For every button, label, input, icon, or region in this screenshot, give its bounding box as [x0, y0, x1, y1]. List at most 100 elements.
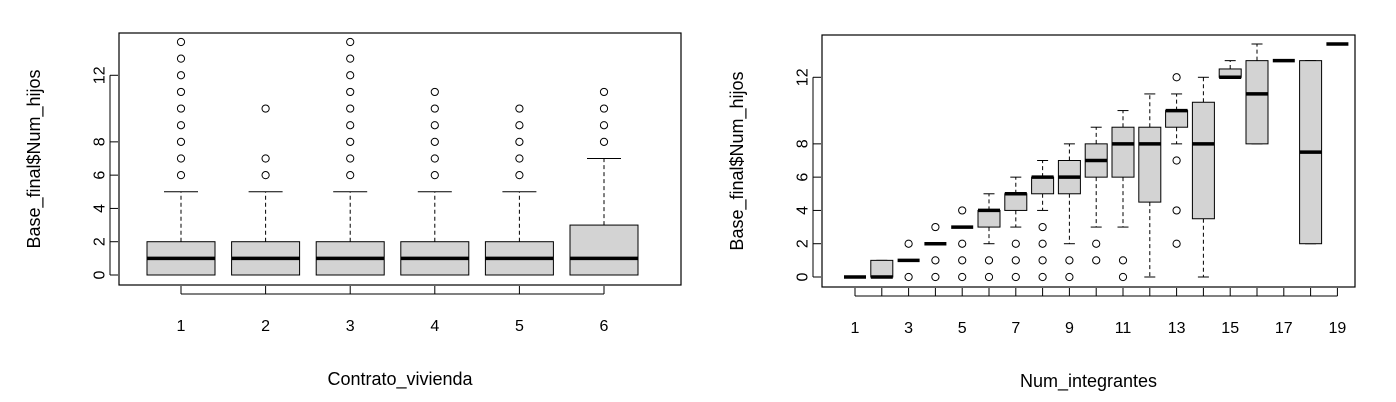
x-tick-label: 2: [261, 318, 270, 335]
outlier-point: [1038, 272, 1047, 282]
outlier-point: [346, 54, 355, 63]
y-tick-label: 8: [92, 137, 109, 146]
outlier-point: [515, 154, 524, 163]
outlier-point: [176, 54, 186, 63]
box-iqr: [569, 224, 639, 276]
outlier-point: [958, 272, 967, 282]
outlier-point: [599, 137, 609, 146]
outlier-point: [176, 71, 186, 80]
x-tick-label: 5: [958, 320, 967, 337]
x-tick-label: 15: [1221, 320, 1239, 337]
outlier-point: [176, 37, 186, 47]
box-iqr: [1191, 101, 1215, 220]
x-tick-label: 5: [515, 318, 524, 335]
outlier-point: [176, 154, 186, 163]
outlier-point: [1172, 156, 1181, 165]
outlier-point: [430, 171, 439, 180]
y-axis-title: Base_final$Num_hijos: [24, 69, 45, 248]
outlier-point: [346, 87, 355, 97]
outlier-point: [1118, 272, 1128, 282]
x-axis-title: Num_integrantes: [1020, 371, 1157, 392]
x-tick-label: 3: [346, 318, 355, 335]
y-tick-label: 12: [795, 68, 812, 86]
outlier-point: [984, 272, 994, 282]
outlier-point: [261, 171, 270, 180]
outlier-point: [1038, 222, 1047, 232]
outlier-point: [430, 137, 439, 146]
outlier-point: [176, 121, 186, 130]
outlier-point: [346, 171, 355, 180]
x-axis-title: Contrato_vivienda: [327, 369, 473, 390]
box-iqr: [1245, 60, 1269, 145]
y-tick-label: 12: [92, 66, 109, 84]
outlier-point: [1172, 206, 1181, 215]
x-tick-label: 7: [1011, 320, 1020, 337]
outlier-point: [1011, 272, 1020, 282]
outlier-point: [1118, 256, 1128, 265]
y-tick-label: 2: [92, 237, 109, 246]
y-tick-label: 0: [795, 272, 812, 281]
outlier-point: [599, 121, 609, 130]
outlier-point: [958, 256, 967, 265]
y-tick-label: 0: [92, 270, 109, 279]
x-tick-label: 4: [430, 318, 439, 335]
x-tick-label: 9: [1065, 320, 1074, 337]
outlier-point: [346, 121, 355, 130]
outlier-point: [1172, 73, 1181, 82]
box-iqr: [1031, 176, 1055, 195]
outlier-point: [515, 171, 524, 180]
outlier-point: [1092, 256, 1101, 265]
outlier-point: [176, 87, 186, 97]
box-iqr: [977, 209, 1001, 228]
y-axis-title: Base_final$Num_hijos: [727, 71, 748, 250]
outlier-point: [904, 272, 913, 282]
y-tick-label: 6: [92, 171, 109, 180]
outlier-point: [176, 171, 186, 180]
outlier-point: [931, 256, 940, 265]
box-iqr: [1165, 110, 1189, 128]
outlier-point: [515, 104, 524, 113]
x-tick-label: 19: [1329, 320, 1347, 337]
outlier-point: [346, 104, 355, 113]
outlier-point: [430, 154, 439, 163]
outlier-point: [430, 87, 439, 97]
outlier-point: [176, 104, 186, 113]
outlier-point: [346, 154, 355, 163]
outlier-point: [599, 104, 609, 113]
x-tick-label: 13: [1168, 320, 1186, 337]
outlier-point: [1092, 239, 1101, 248]
y-tick-label: 2: [795, 239, 812, 248]
box-iqr: [1111, 126, 1135, 178]
outlier-point: [904, 239, 913, 248]
y-tick-label: 8: [795, 139, 812, 148]
outlier-point: [261, 154, 270, 163]
outlier-point: [261, 104, 270, 113]
outlier-point: [1011, 239, 1020, 248]
outlier-point: [984, 256, 994, 265]
outlier-point: [515, 121, 524, 130]
x-tick-label: 3: [904, 320, 913, 337]
outlier-point: [599, 87, 609, 97]
box-iqr: [1138, 126, 1162, 203]
y-tick-label: 6: [795, 173, 812, 182]
plot-frame: [118, 32, 682, 286]
y-tick-label: 4: [92, 204, 109, 213]
outlier-point: [430, 121, 439, 130]
box-iqr: [1004, 193, 1028, 211]
outlier-point: [346, 137, 355, 146]
outlier-point: [430, 104, 439, 113]
outlier-point: [176, 137, 186, 146]
outlier-point: [1172, 239, 1181, 248]
plot-frame: [821, 34, 1356, 288]
outlier-point: [346, 37, 355, 47]
outlier-point: [958, 206, 967, 215]
outlier-point: [958, 239, 967, 248]
x-tick-label: 6: [600, 318, 609, 335]
outlier-point: [931, 222, 940, 232]
outlier-point: [1065, 272, 1074, 282]
y-tick-label: 4: [795, 206, 812, 215]
x-tick-label: 1: [177, 318, 186, 335]
